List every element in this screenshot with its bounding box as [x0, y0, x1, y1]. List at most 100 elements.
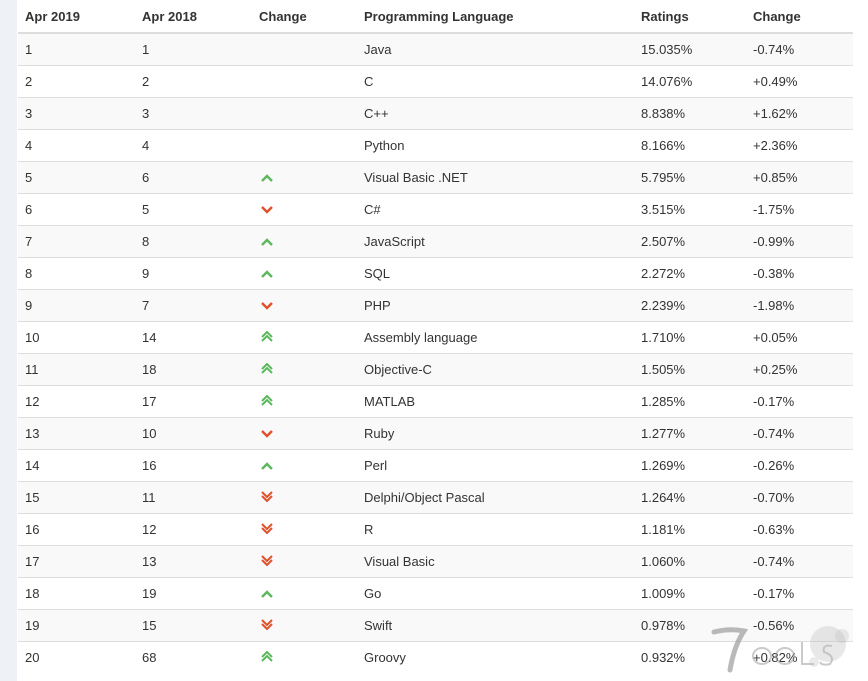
- rank-2018-cell: 13: [135, 544, 252, 577]
- trend-cell: [252, 320, 357, 353]
- rank-2018-cell: 7: [135, 288, 252, 321]
- table-row: 9 7 PHP 2.239% -1.98%: [18, 288, 853, 321]
- up-arrow-icon: [261, 171, 273, 184]
- double-up-arrow-icon: [261, 362, 273, 376]
- rating-cell: 0.978%: [634, 608, 746, 641]
- rank-2019-cell: 20: [18, 640, 135, 673]
- rank-2019-cell: 18: [18, 576, 135, 609]
- rating-cell: 1.009%: [634, 576, 746, 609]
- trend-cell: [252, 512, 357, 545]
- change-cell: -0.17%: [746, 576, 853, 609]
- language-cell: PHP: [357, 288, 634, 321]
- table-row: 14 16 Perl 1.269% -0.26%: [18, 448, 853, 481]
- rating-cell: 15.035%: [634, 32, 746, 65]
- language-cell: Assembly language: [357, 320, 634, 353]
- header-apr-2019[interactable]: Apr 2019: [18, 0, 135, 34]
- table-row: 17 13 Visual Basic 1.060% -0.74%: [18, 544, 853, 577]
- table-row: 11 18 Objective-C 1.505% +0.25%: [18, 352, 853, 385]
- trend-cell: [252, 64, 357, 97]
- language-cell: Groovy: [357, 640, 634, 673]
- table-row: 1 1 Java 15.035% -0.74%: [18, 32, 853, 65]
- header-ratings[interactable]: Ratings: [634, 0, 746, 34]
- rank-2019-cell: 12: [18, 384, 135, 417]
- trend-cell: [252, 640, 357, 673]
- header-change-trend[interactable]: Change: [252, 0, 357, 34]
- language-cell: Perl: [357, 448, 634, 481]
- rank-2018-cell: 9: [135, 256, 252, 289]
- table-row: 2 2 C 14.076% +0.49%: [18, 64, 853, 97]
- up-arrow-icon: [261, 235, 273, 248]
- table-row: 3 3 C++ 8.838% +1.62%: [18, 96, 853, 129]
- trend-cell: [252, 448, 357, 481]
- double-up-arrow-icon: [261, 394, 273, 408]
- rank-2019-cell: 3: [18, 96, 135, 129]
- trend-cell: [252, 128, 357, 161]
- up-arrow-icon: [261, 459, 273, 472]
- change-cell: +0.85%: [746, 160, 853, 193]
- header-change[interactable]: Change: [746, 0, 853, 34]
- language-cell: Java: [357, 32, 634, 65]
- language-cell: MATLAB: [357, 384, 634, 417]
- trend-cell: [252, 192, 357, 225]
- language-cell: Swift: [357, 608, 634, 641]
- language-cell: Objective-C: [357, 352, 634, 385]
- change-cell: -0.63%: [746, 512, 853, 545]
- rank-2018-cell: 4: [135, 128, 252, 161]
- change-cell: +0.05%: [746, 320, 853, 353]
- language-cell: Python: [357, 128, 634, 161]
- rank-2018-cell: 16: [135, 448, 252, 481]
- language-cell: Ruby: [357, 416, 634, 449]
- rank-2018-cell: 5: [135, 192, 252, 225]
- language-cell: R: [357, 512, 634, 545]
- rating-cell: 1.264%: [634, 480, 746, 513]
- header-language[interactable]: Programming Language: [357, 0, 634, 34]
- trend-cell: [252, 288, 357, 321]
- header-apr-2018[interactable]: Apr 2018: [135, 0, 252, 34]
- rank-2018-cell: 10: [135, 416, 252, 449]
- rank-2019-cell: 7: [18, 224, 135, 257]
- change-cell: -0.17%: [746, 384, 853, 417]
- rank-2019-cell: 16: [18, 512, 135, 545]
- double-down-arrow-icon: [261, 554, 273, 568]
- left-margin: [0, 0, 17, 681]
- rank-2019-cell: 13: [18, 416, 135, 449]
- trend-cell: [252, 544, 357, 577]
- trend-cell: [252, 480, 357, 513]
- rank-2018-cell: 3: [135, 96, 252, 129]
- language-cell: Visual Basic .NET: [357, 160, 634, 193]
- change-cell: -0.74%: [746, 544, 853, 577]
- language-cell: C#: [357, 192, 634, 225]
- rating-cell: 1.285%: [634, 384, 746, 417]
- rank-2018-cell: 18: [135, 352, 252, 385]
- change-cell: -0.74%: [746, 416, 853, 449]
- rank-2019-cell: 17: [18, 544, 135, 577]
- rating-cell: 1.181%: [634, 512, 746, 545]
- change-cell: -0.56%: [746, 608, 853, 641]
- down-arrow-icon: [261, 203, 273, 216]
- trend-cell: [252, 608, 357, 641]
- rating-cell: 0.932%: [634, 640, 746, 673]
- change-cell: -1.98%: [746, 288, 853, 321]
- change-cell: -1.75%: [746, 192, 853, 225]
- trend-cell: [252, 224, 357, 257]
- trend-cell: [252, 256, 357, 289]
- rank-2019-cell: 8: [18, 256, 135, 289]
- rank-2018-cell: 12: [135, 512, 252, 545]
- double-up-arrow-icon: [261, 650, 273, 664]
- change-cell: +0.25%: [746, 352, 853, 385]
- rating-cell: 5.795%: [634, 160, 746, 193]
- rating-cell: 1.277%: [634, 416, 746, 449]
- rank-2019-cell: 14: [18, 448, 135, 481]
- language-cell: Delphi/Object Pascal: [357, 480, 634, 513]
- table-row: 10 14 Assembly language 1.710% +0.05%: [18, 320, 853, 353]
- trend-cell: [252, 96, 357, 129]
- trend-cell: [252, 384, 357, 417]
- rating-cell: 1.269%: [634, 448, 746, 481]
- up-arrow-icon: [261, 267, 273, 280]
- double-up-arrow-icon: [261, 330, 273, 344]
- rank-2019-cell: 19: [18, 608, 135, 641]
- rating-cell: 3.515%: [634, 192, 746, 225]
- language-cell: Visual Basic: [357, 544, 634, 577]
- table-row: 6 5 C# 3.515% -1.75%: [18, 192, 853, 225]
- rank-2019-cell: 1: [18, 32, 135, 65]
